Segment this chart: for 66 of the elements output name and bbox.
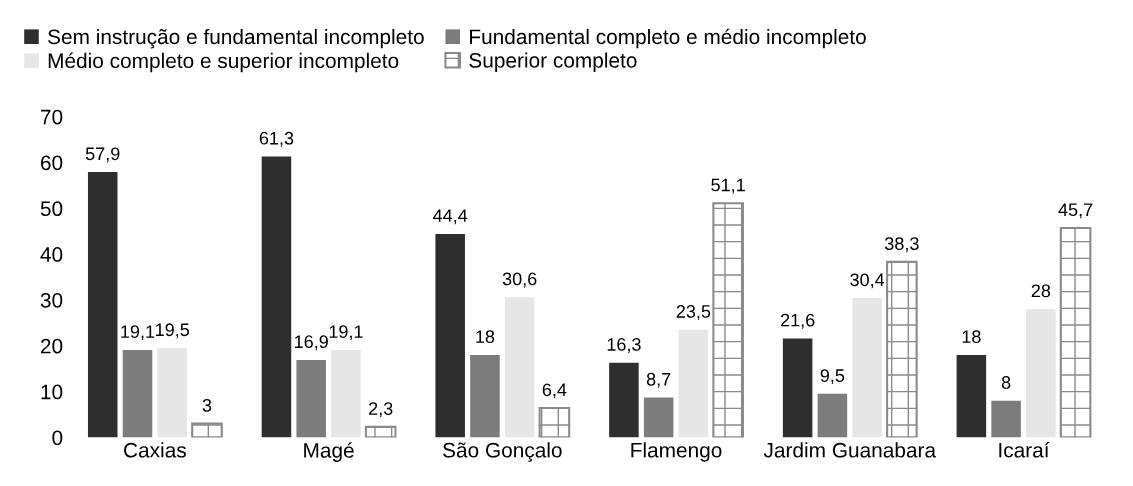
data-label: 18 bbox=[962, 330, 981, 344]
data-label: 57,9 bbox=[85, 147, 120, 163]
data-label: 2,3 bbox=[369, 402, 393, 418]
data-label: 21,6 bbox=[780, 313, 815, 329]
legend-label: Fundamental completo e médio incompleto bbox=[470, 28, 866, 49]
bar bbox=[678, 329, 709, 438]
data-label: 16,9 bbox=[295, 335, 328, 351]
bar bbox=[852, 298, 882, 438]
data-label: 45,7 bbox=[1058, 203, 1093, 219]
bar bbox=[1026, 309, 1056, 438]
data-label: 19,5 bbox=[156, 323, 190, 339]
data-label: 16,3 bbox=[607, 338, 641, 353]
bar bbox=[712, 202, 744, 438]
y-tick-label: 40 bbox=[40, 247, 63, 262]
bar bbox=[87, 172, 118, 438]
x-tick-label: São Gonçalo bbox=[443, 442, 562, 462]
bar bbox=[538, 407, 571, 438]
bar bbox=[956, 354, 987, 438]
data-label: 38,3 bbox=[884, 237, 919, 253]
y-tick-label: 10 bbox=[41, 384, 63, 400]
bar bbox=[122, 349, 153, 438]
x-tick-label: Jardim Guanabara bbox=[763, 442, 937, 458]
data-label: 19,1 bbox=[121, 325, 155, 341]
data-label: 18 bbox=[476, 330, 495, 344]
data-label: 28 bbox=[1031, 284, 1051, 298]
data-label: 51,1 bbox=[711, 178, 745, 194]
data-label: 19,1 bbox=[329, 325, 363, 341]
bar bbox=[782, 338, 813, 438]
data-label: 9,5 bbox=[820, 369, 845, 385]
bar bbox=[157, 348, 187, 438]
x-tick-label: Caxias bbox=[124, 442, 186, 458]
x-tick-label: Icaraí bbox=[999, 442, 1050, 458]
bar bbox=[470, 354, 500, 438]
x-tick-label: Flamengo bbox=[631, 442, 722, 462]
data-label: 30,6 bbox=[502, 272, 537, 288]
bar bbox=[504, 297, 535, 438]
y-tick-label: 60 bbox=[41, 155, 63, 171]
legend-label: Sem instrução e fundamental incompleto bbox=[48, 28, 424, 49]
data-label: 61,3 bbox=[259, 131, 294, 147]
bar bbox=[296, 359, 326, 438]
y-tick-label: 0 bbox=[52, 430, 63, 446]
y-tick-label: 20 bbox=[41, 338, 63, 354]
bar bbox=[817, 393, 848, 438]
legend-label: Superior completo bbox=[469, 52, 637, 72]
legend-label: Médio completo e superior incompleto bbox=[48, 52, 399, 73]
data-label: 6,4 bbox=[542, 383, 567, 399]
y-tick-label: 50 bbox=[40, 201, 63, 217]
data-label: 30,4 bbox=[850, 273, 885, 289]
bar bbox=[609, 362, 639, 438]
data-label: 23,5 bbox=[676, 305, 711, 320]
bar bbox=[991, 400, 1021, 438]
data-label: 8 bbox=[1001, 376, 1011, 389]
data-label: 3 bbox=[202, 398, 212, 412]
x-tick-label: Magé bbox=[304, 442, 354, 462]
y-tick-label: 30 bbox=[40, 292, 63, 308]
bar bbox=[643, 397, 674, 438]
bar bbox=[261, 156, 292, 438]
bar bbox=[331, 349, 361, 438]
y-tick-label: 70 bbox=[41, 109, 63, 125]
bar bbox=[1059, 226, 1092, 438]
bar bbox=[886, 260, 918, 438]
bar bbox=[364, 425, 397, 438]
data-label: 8,7 bbox=[646, 372, 671, 388]
bar bbox=[191, 422, 223, 438]
data-label: 44,4 bbox=[433, 209, 468, 225]
bar bbox=[435, 233, 465, 438]
